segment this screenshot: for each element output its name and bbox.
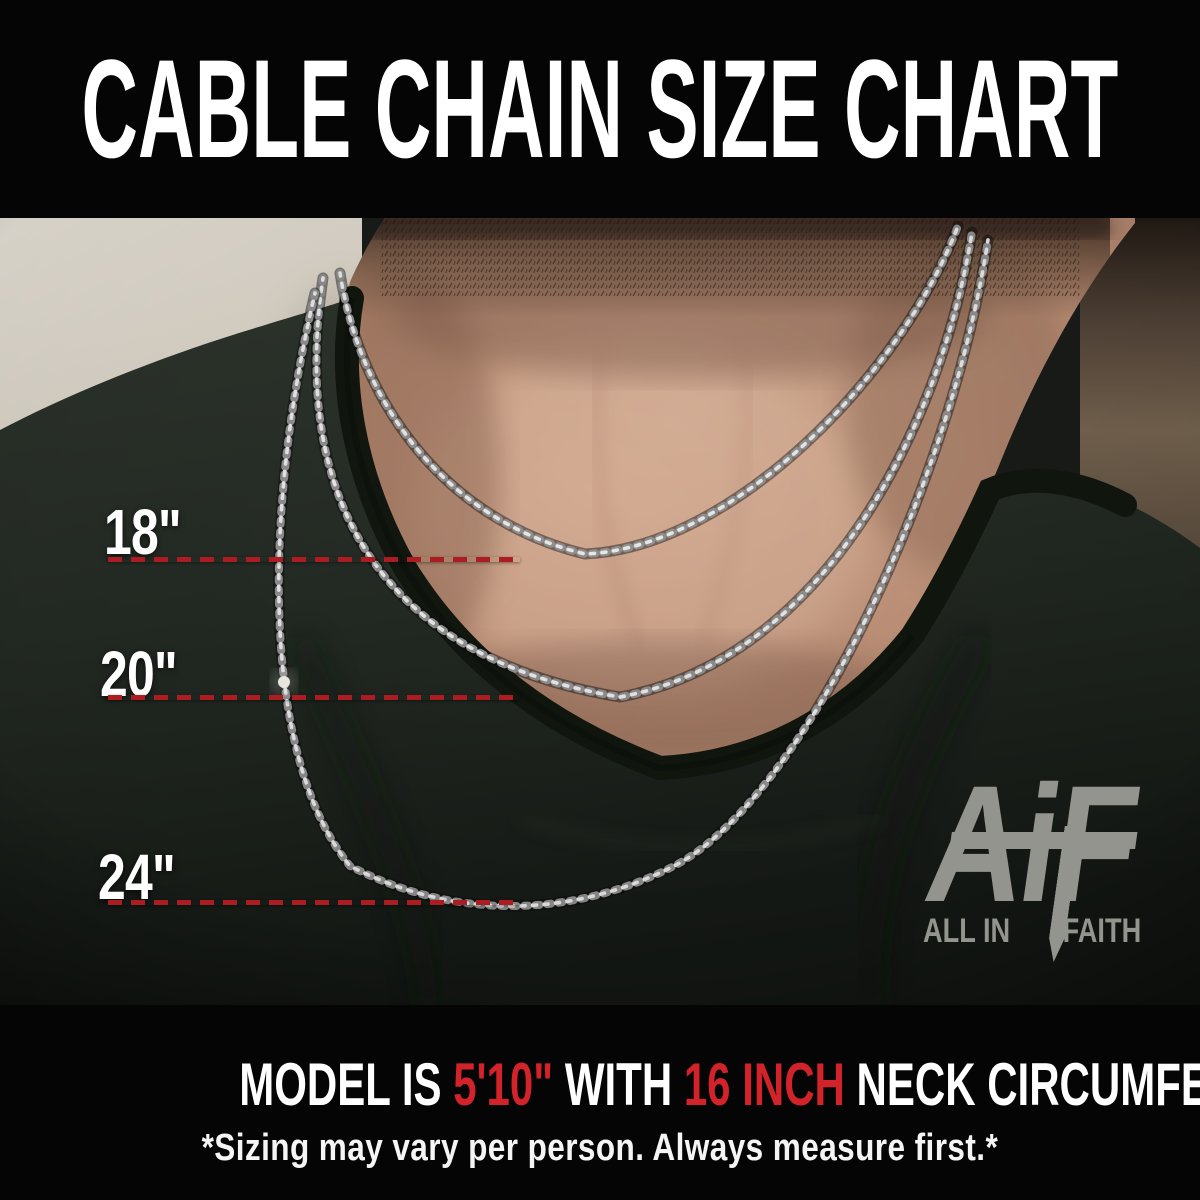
page-title: CABLE CHAIN SIZE CHART (81, 30, 1119, 187)
measurement-line-20 (108, 695, 520, 700)
logo-word-all-in: ALL IN (923, 912, 1011, 950)
sizing-disclaimer: *Sizing may vary per person. Always meas… (201, 1127, 999, 1169)
logo-word-faith: FAITH (1062, 912, 1141, 950)
model-info-part: WITH (553, 1051, 684, 1118)
logo-crossbar (949, 832, 1138, 849)
model-info-part: MODEL IS (239, 1051, 454, 1118)
title-banner: CABLE CHAIN SIZE CHART (0, 0, 1200, 218)
model-neck-value: 16 INCH (683, 1051, 845, 1118)
footer-banner: MODEL IS 5'10" WITH 16 INCH NECK CIRCUMF… (0, 1005, 1200, 1200)
model-info-part: NECK CIRCUMFERENCE (856, 1051, 1200, 1118)
model-info-line: MODEL IS 5'10" WITH 16 INCH NECK CIRCUMF… (239, 1055, 1200, 1115)
brand-logo: AiF ALL IN FAITH (895, 752, 1155, 967)
measurement-label-18: 18" (104, 496, 182, 568)
logo-wordmark: ALL IN FAITH (923, 914, 1141, 948)
measurement-label-24: 24" (98, 841, 176, 913)
measurement-line-24 (108, 900, 520, 905)
model-photo (0, 218, 1200, 1005)
photo-scene (0, 218, 1200, 1005)
model-height-value: 5'10" (453, 1051, 554, 1118)
measurement-line-18 (108, 557, 520, 562)
logo-monogram: AiF (916, 752, 1147, 932)
photo-vignette (0, 218, 1200, 1005)
